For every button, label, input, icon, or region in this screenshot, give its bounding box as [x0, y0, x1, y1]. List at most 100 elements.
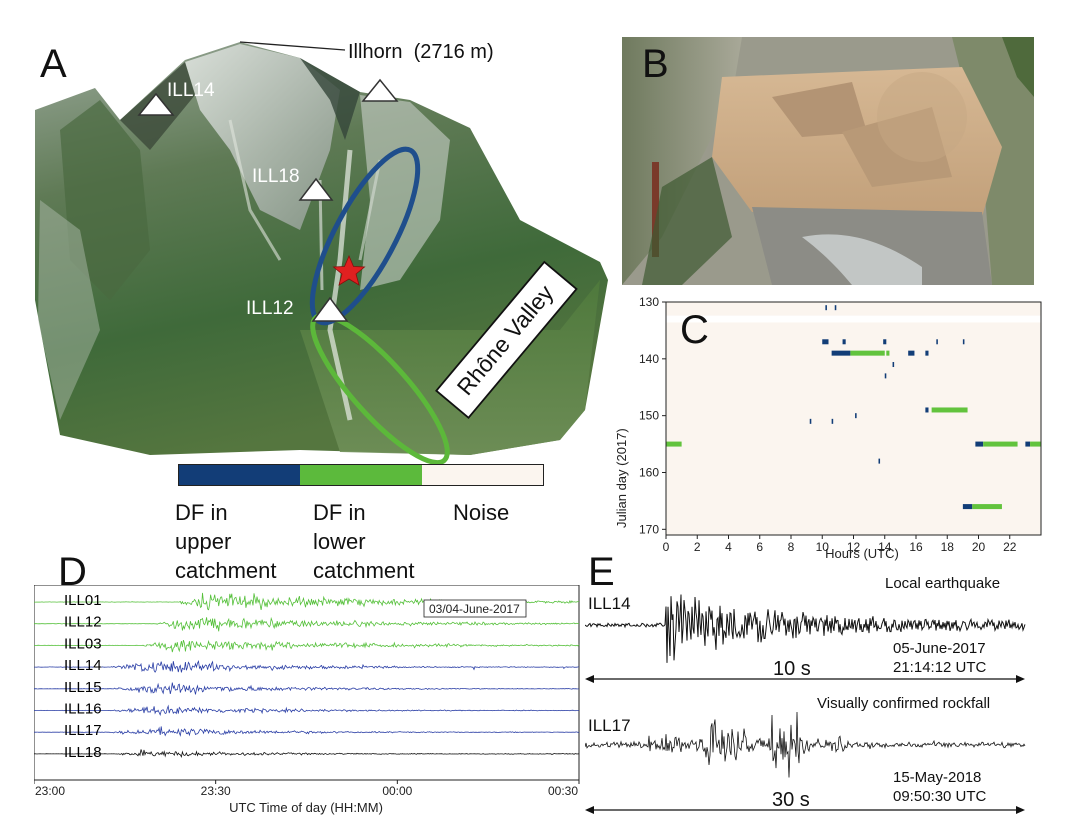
- d-station-ILL01: ILL01: [64, 592, 102, 609]
- d-station-ILL18: ILL18: [64, 744, 102, 761]
- c-segment-16: [855, 413, 857, 419]
- valley-label-box: [435, 260, 578, 419]
- c-segment-14: [925, 407, 929, 413]
- c-segment-3: [842, 339, 846, 345]
- c-xtick-label-16: 16: [909, 540, 923, 554]
- c-segment-20: [975, 441, 984, 447]
- d-xlabel: UTC Time of day (HH:MM): [229, 800, 383, 815]
- station-ill14-triangle: [137, 92, 175, 116]
- station-label-ill18: ILL18: [252, 166, 300, 187]
- d-station-ILL15: ILL15: [64, 679, 102, 696]
- d-frame: [34, 585, 580, 781]
- c-segment-6: [962, 339, 965, 345]
- station-ill12-triangle: [311, 296, 349, 322]
- panel-label-a: A: [40, 42, 67, 86]
- c-ytick-label-140: 140: [639, 352, 659, 366]
- c-segment-21: [983, 441, 1018, 447]
- c-xtick-label-10: 10: [816, 540, 830, 554]
- c-xlabel: Hours (UTC): [825, 546, 899, 561]
- c-ytick-label-170: 170: [639, 522, 659, 536]
- c-segment-17: [809, 418, 812, 424]
- d-trace-ILL12: [34, 616, 580, 632]
- c-segment-19: [666, 441, 682, 447]
- c-segment-7: [831, 350, 851, 356]
- e-duration-2: 30 s: [772, 789, 810, 811]
- c-xtick-label-6: 6: [756, 540, 763, 554]
- d-xtick-label-3: 00:30: [548, 784, 578, 798]
- panel-a-terrain-map: [35, 41, 608, 466]
- panel-b-photo: [622, 37, 1034, 285]
- peak-label: Illhorn (2716 m): [348, 41, 494, 63]
- c-ytick-label-160: 160: [639, 465, 659, 479]
- rock-face: [185, 44, 340, 230]
- rock-face: [60, 100, 150, 300]
- d-trace-ILL15: [34, 682, 579, 695]
- e-arrow-2-right: [1016, 806, 1025, 814]
- e-arrow-1-left: [585, 675, 594, 683]
- e-event-1-time: 21:14:12 UTC: [893, 659, 987, 676]
- c-ytick-label-130: 130: [639, 295, 659, 309]
- e-event-1-date: 05-June-2017: [893, 640, 986, 657]
- legend-label-noise: Noise: [453, 500, 510, 525]
- e-event-2-date: 15-May-2018: [893, 769, 982, 786]
- e-arrow-1-right: [1016, 675, 1025, 683]
- d-annotation: 03/04-June-2017: [429, 602, 520, 616]
- c-segment-4: [883, 339, 887, 345]
- legend-swatch-upper: [179, 465, 301, 485]
- c-segment-22: [1025, 441, 1031, 447]
- station-illhorn-triangle: [361, 78, 399, 102]
- panel-d-waveforms: UTC Time of day (HH:MM) ILL01 ILL12 ILL03 I…: [34, 585, 580, 815]
- d-xtick-label-1: 23:30: [201, 784, 231, 798]
- station-ill18-triangle: [298, 177, 334, 201]
- c-segment-1: [834, 305, 837, 311]
- c-ylabel: Julian day (2017): [614, 428, 629, 528]
- d-trace-ILL16: [34, 704, 580, 716]
- c-xtick-label-22: 22: [1003, 540, 1017, 554]
- c-segment-15: [931, 407, 968, 413]
- station-label-ill12: ILL12: [246, 298, 294, 319]
- e-station-1: ILL14: [588, 594, 631, 613]
- legend-colorbar: [178, 464, 544, 486]
- c-segment-23: [1030, 441, 1041, 447]
- e-event-2-time: 09:50:30 UTC: [893, 788, 987, 805]
- e-duration-1: 10 s: [773, 658, 811, 680]
- legend-label-lower: DF in lower catchment: [313, 500, 415, 583]
- e-trace-earthquake: [585, 594, 1026, 663]
- panel-label-b: B: [642, 42, 669, 86]
- c-noise-band: [666, 315, 1041, 323]
- c-xtick-label-8: 8: [788, 540, 795, 554]
- d-trace-ILL03: [34, 639, 580, 653]
- c-segment-8: [850, 350, 885, 356]
- rock-face: [38, 200, 100, 420]
- station-label-ill14: ILL14: [167, 80, 215, 101]
- c-xtick-label-12: 12: [847, 540, 861, 554]
- e-trace-rockfall: [585, 711, 1026, 778]
- e-event-2-label: Visually confirmed rockfall: [817, 695, 991, 712]
- c-segment-24: [878, 458, 881, 464]
- c-xtick-label-20: 20: [972, 540, 986, 554]
- c-segment-26: [972, 504, 1002, 510]
- panel-c-heatmap: Julian day (2017) Hours (UTC) 0 2 4 6 8 10 12 1…: [614, 295, 1042, 561]
- c-segment-25: [962, 504, 973, 510]
- c-segment-11: [925, 350, 929, 356]
- d-trace-ILL14: [34, 660, 579, 673]
- rock-face: [360, 95, 450, 290]
- d-station-ILL17: ILL17: [64, 722, 102, 739]
- e-event-1-label: Local earthquake: [885, 575, 1001, 592]
- d-xtick-label-0: 23:00: [35, 784, 65, 798]
- c-segment-13: [884, 373, 887, 379]
- c-xtick-label-18: 18: [941, 540, 955, 554]
- d-station-ILL03: ILL03: [64, 635, 102, 652]
- c-ytick-label-150: 150: [639, 409, 659, 423]
- legend-swatch-lower: [300, 465, 422, 485]
- c-xtick-label-4: 4: [725, 540, 732, 554]
- c-segment-18: [831, 418, 834, 424]
- c-segment-9: [886, 350, 890, 356]
- legend-label-upper: DF in upper catchment: [175, 500, 277, 583]
- d-station-ILL16: ILL16: [64, 701, 102, 718]
- c-xtick-label-2: 2: [694, 540, 701, 554]
- d-annotation-box: [423, 599, 527, 618]
- d-trace-ILL18: [34, 749, 580, 758]
- e-station-2: ILL17: [588, 716, 631, 735]
- e-arrow-2-left: [585, 806, 594, 814]
